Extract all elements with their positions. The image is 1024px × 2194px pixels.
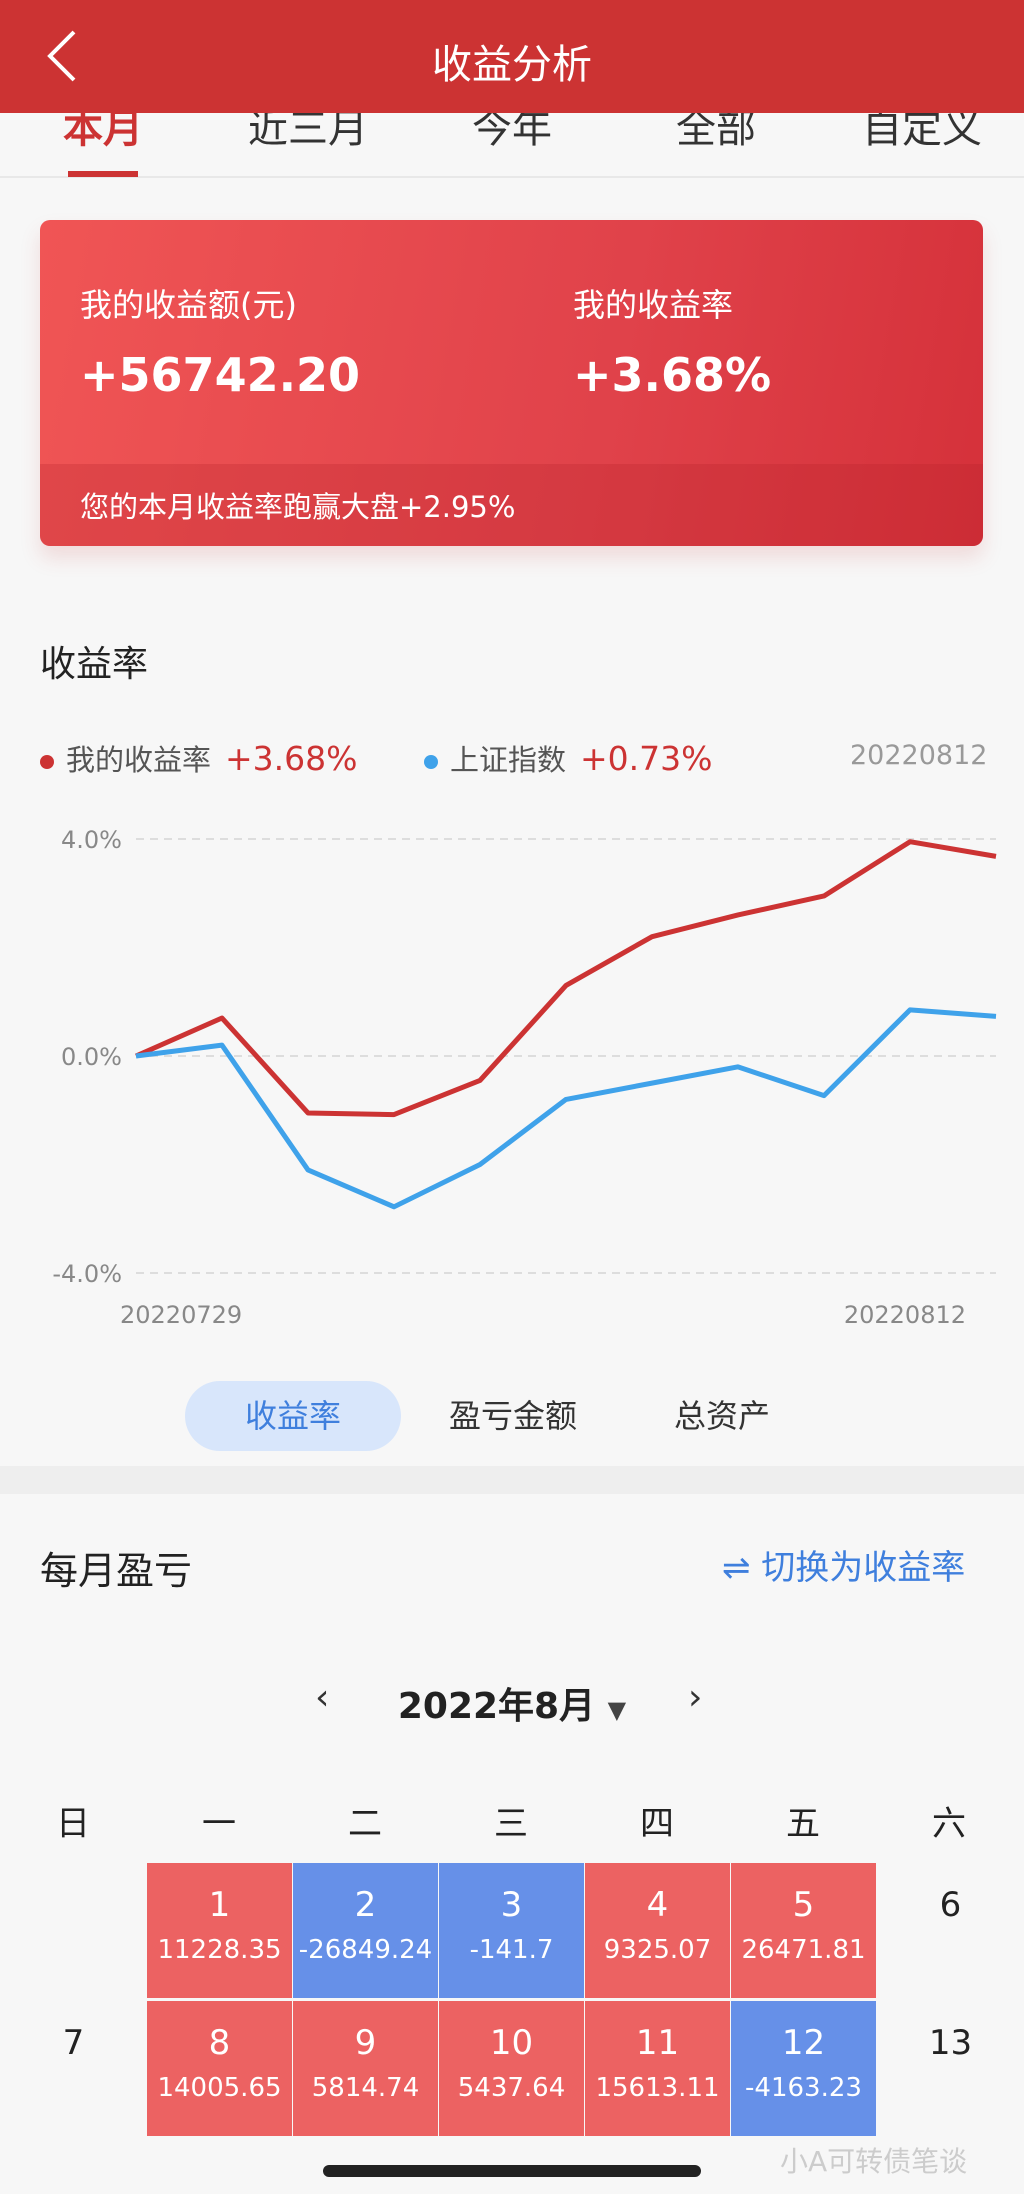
calendar-day[interactable]: 8 14005.65 [147, 2001, 292, 2136]
amount-value: +56742.20 [80, 348, 361, 402]
calendar-day[interactable]: 3 -141.7 [439, 1863, 584, 1998]
day-pl: -141.7 [469, 1935, 554, 1965]
monthly-pl-title: 每月盈亏 [40, 1549, 193, 1593]
tab-this-month[interactable]: 本月 [63, 106, 143, 152]
day-pl: 5814.74 [311, 2073, 420, 2103]
calendar-day: 7 [1, 2001, 146, 2136]
tab-custom[interactable]: 自定义 [862, 106, 982, 152]
month-label: 2022年8月 [397, 1686, 596, 1727]
day-number: 1 [208, 1885, 231, 1925]
divider [0, 1466, 1024, 1494]
calendar-day[interactable]: 2 -26849.24 [293, 1863, 438, 1998]
btn-return-rate[interactable]: 收益率 [185, 1381, 401, 1451]
page-title: 收益分析 [432, 42, 592, 88]
day-number: 7 [62, 2023, 85, 2063]
day-number: 10 [489, 2023, 534, 2063]
weekday-header: 六 [932, 1804, 966, 1844]
rate-value: +3.68% [573, 348, 772, 402]
legend-mine: 我的收益率 +3.68% [40, 737, 358, 779]
calendar-day[interactable]: 11 15613.11 [585, 2001, 730, 2136]
y-tick-label: 0.0% [61, 1043, 122, 1071]
x-tick-label: 20220812 [844, 1301, 966, 1329]
x-tick-label: 20220729 [120, 1301, 242, 1329]
legend-label: 我的收益率 [66, 743, 212, 777]
day-number: 6 [939, 1885, 962, 1925]
amount-label: 我的收益额(元) [80, 286, 297, 324]
day-pl: 15613.11 [595, 2073, 720, 2103]
calendar-day: 6 [878, 1863, 1023, 1998]
weekday-header: 二 [348, 1804, 382, 1844]
y-tick-label: -4.0% [52, 1260, 122, 1288]
day-number: 13 [928, 2023, 973, 2063]
watermark: 小A可转债笔谈 [780, 2145, 968, 2178]
day-number: 11 [635, 2023, 680, 2063]
day-number: 5 [792, 1885, 815, 1925]
weekday-header: 四 [640, 1804, 674, 1844]
home-indicator [323, 2165, 701, 2177]
day-number: 9 [354, 2023, 377, 2063]
legend-value: +0.73% [580, 739, 713, 778]
legend-date: 20220812 [850, 740, 988, 771]
weekday-header: 五 [786, 1804, 820, 1844]
legend-index: 上证指数 +0.73% [424, 737, 713, 779]
day-number: 12 [781, 2023, 826, 2063]
day-pl: 11228.35 [157, 1935, 282, 1965]
return-chart: 4.0% 0.0% -4.0% 20220729 20220812 [52, 826, 997, 1329]
day-pl: 9325.07 [603, 1935, 712, 1965]
weekday-header: 日 [56, 1804, 90, 1844]
calendar-day[interactable]: 4 9325.07 [585, 1863, 730, 1998]
weekday-header: 一 [202, 1804, 236, 1844]
tab-all[interactable]: 全部 [676, 106, 756, 152]
section-title: 收益率 [40, 644, 149, 685]
btn-total-assets[interactable]: 总资产 [673, 1397, 770, 1435]
y-tick-label: 4.0% [61, 826, 122, 854]
dropdown-icon: ▼ [607, 1696, 627, 1724]
calendar-day[interactable]: 5 26471.81 [731, 1863, 876, 1998]
header: 收益分析 [0, 0, 1024, 113]
beat-market-text: 您的本月收益率跑赢大盘+2.95% [40, 464, 983, 546]
calendar-day[interactable]: 12 -4163.23 [731, 2001, 876, 2136]
day-pl: -26849.24 [298, 1935, 433, 1965]
weekday-header: 三 [494, 1804, 528, 1844]
legend-dot [40, 755, 54, 769]
back-icon[interactable] [40, 28, 90, 84]
active-tab-indicator [68, 171, 138, 177]
calendar-day[interactable]: 1 11228.35 [147, 1863, 292, 1998]
day-number: 4 [646, 1885, 669, 1925]
next-month-icon[interactable]: › [688, 1677, 703, 1718]
summary-card: 我的收益额(元) +56742.20 我的收益率 +3.68% 您的本月收益率跑… [40, 220, 983, 546]
legend-dot [424, 755, 438, 769]
day-pl: 14005.65 [157, 2073, 282, 2103]
month-selector[interactable]: 2022年8月 ▼ [0, 1677, 1024, 1729]
day-pl: -4163.23 [745, 2073, 862, 2103]
btn-profit-amount[interactable]: 盈亏金额 [448, 1397, 577, 1435]
day-pl: 5437.64 [457, 2073, 566, 2103]
rate-label: 我的收益率 [573, 286, 734, 324]
series-line-0 [134, 839, 997, 1118]
day-number: 3 [500, 1885, 523, 1925]
series-line-1 [135, 1007, 997, 1210]
calendar-day[interactable]: 10 5437.64 [439, 2001, 584, 2136]
day-number: 8 [208, 2023, 231, 2063]
calendar-day[interactable]: 9 5814.74 [293, 2001, 438, 2136]
legend-label: 上证指数 [450, 743, 567, 777]
tab-this-year[interactable]: 今年 [472, 106, 552, 152]
switch-to-rate-link[interactable]: ⇌ 切换为收益率 [722, 1548, 966, 1588]
prev-month-icon[interactable]: ‹ [315, 1677, 330, 1718]
day-number: 2 [354, 1885, 377, 1925]
calendar-day: 13 [878, 2001, 1023, 2136]
legend-value: +3.68% [225, 739, 358, 778]
tab-three-months[interactable]: 近三月 [248, 106, 368, 152]
day-pl: 26471.81 [741, 1935, 866, 1965]
